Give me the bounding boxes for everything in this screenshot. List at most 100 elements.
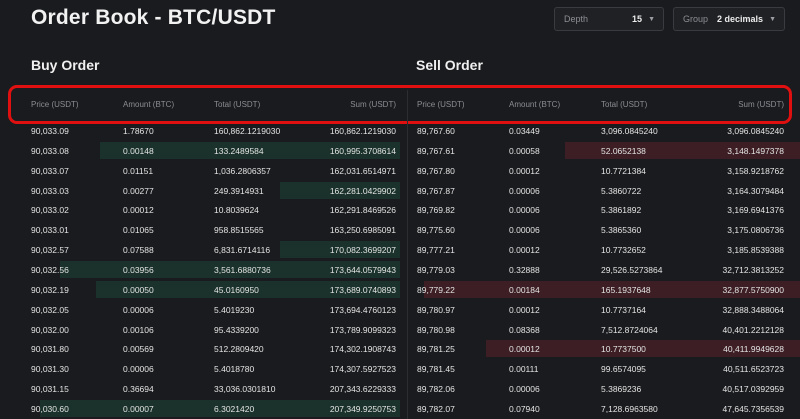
buy-total-cell: 1,036.2806357 bbox=[214, 165, 271, 176]
sell-sum-cell: 3,169.6941376 bbox=[727, 205, 784, 216]
sell-order-row[interactable]: 89,775.60 0.00006 5.3865360 3,175.0806736 bbox=[408, 220, 800, 239]
sell-total-cell: 7,128.6963580 bbox=[601, 403, 658, 414]
buy-amount-cell: 0.36694 bbox=[123, 384, 154, 395]
sell-order-row[interactable]: 89,782.07 0.07940 7,128.6963580 47,645.7356… bbox=[408, 399, 800, 418]
sell-order-table: 89,767.60 0.03449 3,096.0845240 3,096.08452… bbox=[408, 121, 800, 419]
buy-depth-bar bbox=[60, 260, 400, 278]
sell-amount-cell: 0.00012 bbox=[509, 245, 540, 256]
buy-order-row[interactable]: 90,030.60 0.00007 6.3021420 207,349.9250753 bbox=[0, 399, 400, 418]
sell-sum-cell: 3,096.0845240 bbox=[727, 126, 784, 136]
group-value: 2 decimals bbox=[717, 14, 764, 24]
sell-sum-cell: 40,411.9949628 bbox=[723, 344, 784, 355]
sell-order-row[interactable]: 89,782.06 0.00006 5.3869236 40,517.0392959 bbox=[408, 379, 800, 398]
chevron-down-icon: ▼ bbox=[769, 15, 776, 23]
sell-amount-header: Amount (BTC) bbox=[509, 100, 561, 109]
buy-order-row[interactable]: 90,033.03 0.00277 249.3914931 162,281.04299… bbox=[0, 181, 400, 200]
buy-order-row[interactable]: 90,033.09 1.78670 160,862.1219030 160,862.1… bbox=[0, 121, 400, 140]
buy-price-cell: 90,030.60 bbox=[31, 403, 69, 414]
sell-price-cell: 89,767.80 bbox=[417, 165, 455, 176]
buy-sum-cell: 162,031.6514971 bbox=[329, 165, 396, 176]
sell-sum-cell: 3,185.8539388 bbox=[727, 245, 784, 256]
sell-amount-cell: 0.00006 bbox=[509, 185, 540, 196]
sell-sum-cell: 32,888.3488064 bbox=[722, 304, 784, 315]
buy-order-row[interactable]: 90,031.30 0.00006 5.4018780 174,307.5927523 bbox=[0, 359, 400, 378]
sell-price-cell: 89,782.06 bbox=[417, 384, 455, 395]
sell-order-row[interactable]: 89,780.97 0.00012 10.7737164 32,888.3488064 bbox=[408, 300, 800, 319]
sell-order-row[interactable]: 89,777.21 0.00012 10.7732652 3,185.8539388 bbox=[408, 240, 800, 259]
buy-order-row[interactable]: 90,032.00 0.00106 95.4339200 173,789.909932… bbox=[0, 320, 400, 339]
buy-sum-cell: 170,082.3699207 bbox=[329, 245, 396, 256]
sell-order-row[interactable]: 89,781.25 0.00012 10.7737500 40,411.9949628 bbox=[408, 339, 800, 358]
buy-order-row[interactable]: 90,031.80 0.00569 512.2809420 174,302.19087… bbox=[0, 339, 400, 358]
buy-total-cell: 6.3021420 bbox=[214, 403, 255, 414]
buy-sum-cell: 162,281.0429902 bbox=[329, 185, 396, 196]
depth-value: 15 bbox=[632, 14, 643, 24]
buy-amount-cell: 0.00050 bbox=[123, 284, 154, 295]
sell-amount-cell: 0.00006 bbox=[509, 205, 540, 216]
sell-order-row[interactable]: 89,780.98 0.08368 7,512.8724064 40,401.2212… bbox=[408, 320, 800, 339]
buy-order-row[interactable]: 90,033.02 0.00012 10.8039624 162,291.846952… bbox=[0, 200, 400, 219]
buy-amount-cell: 0.00569 bbox=[123, 344, 154, 355]
sell-price-cell: 89,779.22 bbox=[417, 284, 455, 295]
buy-price-header: Price (USDT) bbox=[31, 100, 79, 109]
sell-total-cell: 5.3861892 bbox=[601, 205, 642, 216]
sell-sum-cell: 32,712.3813252 bbox=[722, 264, 784, 275]
buy-sum-cell: 173,789.9099323 bbox=[329, 324, 396, 335]
buy-order-row[interactable]: 90,032.05 0.00006 5.4019230 173,694.4760123 bbox=[0, 300, 400, 319]
sell-price-cell: 89,775.60 bbox=[417, 225, 455, 236]
sell-sum-cell: 40,511.6523723 bbox=[723, 364, 784, 375]
sell-amount-cell: 0.08368 bbox=[509, 324, 540, 335]
sell-total-cell: 10.7732652 bbox=[601, 245, 646, 256]
sell-order-row[interactable]: 89,779.22 0.00184 165.1937648 32,877.575090… bbox=[408, 280, 800, 299]
header-highlight-annotation bbox=[8, 85, 792, 124]
buy-order-table: 90,033.09 1.78670 160,862.1219030 160,862.1… bbox=[0, 121, 400, 419]
sell-sum-cell: 47,645.7356539 bbox=[722, 403, 784, 414]
sell-amount-cell: 0.00058 bbox=[509, 145, 540, 156]
sell-total-cell: 3,096.0845240 bbox=[601, 126, 658, 136]
buy-price-cell: 90,031.30 bbox=[31, 364, 69, 375]
sell-order-row[interactable]: 89,769.82 0.00006 5.3861892 3,169.6941376 bbox=[408, 200, 800, 219]
sell-order-row[interactable]: 89,781.45 0.00111 99.6574095 40,511.6523723 bbox=[408, 359, 800, 378]
buy-amount-cell: 0.00106 bbox=[123, 324, 154, 335]
buy-order-row[interactable]: 90,033.01 0.01065 958.8515565 163,250.69850… bbox=[0, 220, 400, 239]
sell-amount-cell: 0.32888 bbox=[509, 264, 540, 275]
buy-order-row[interactable]: 90,033.08 0.00148 133.2489584 160,995.37086… bbox=[0, 141, 400, 160]
buy-order-row[interactable]: 90,033.07 0.01151 1,036.2806357 162,031.651… bbox=[0, 161, 400, 180]
buy-total-cell: 3,561.6880736 bbox=[214, 264, 271, 275]
buy-amount-cell: 1.78670 bbox=[123, 126, 154, 136]
group-select[interactable]: Group 2 decimals ▼ bbox=[673, 7, 785, 31]
sell-order-row[interactable]: 89,767.87 0.00006 5.3860722 3,164.3079484 bbox=[408, 181, 800, 200]
buy-sum-cell: 160,862.1219030 bbox=[329, 126, 396, 136]
buy-order-row[interactable]: 90,031.15 0.36694 33,036.0301810 207,343.62… bbox=[0, 379, 400, 398]
buy-order-row[interactable]: 90,032.56 0.03956 3,561.6880736 173,644.057… bbox=[0, 260, 400, 279]
sell-total-cell: 165.1937648 bbox=[601, 284, 651, 295]
depth-label: Depth bbox=[564, 14, 589, 24]
sell-total-cell: 7,512.8724064 bbox=[601, 324, 658, 335]
sell-amount-cell: 0.00111 bbox=[509, 364, 539, 375]
buy-total-cell: 5.4019230 bbox=[214, 304, 255, 315]
sell-order-row[interactable]: 89,767.60 0.03449 3,096.0845240 3,096.08452… bbox=[408, 121, 800, 140]
buy-amount-cell: 0.00006 bbox=[123, 304, 154, 315]
chevron-down-icon: ▼ bbox=[648, 15, 655, 23]
sell-order-row[interactable]: 89,779.03 0.32888 29,526.5273864 32,712.381… bbox=[408, 260, 800, 279]
sell-amount-cell: 0.07940 bbox=[509, 403, 540, 414]
depth-select[interactable]: Depth 15 ▼ bbox=[554, 7, 664, 31]
buy-order-row[interactable]: 90,032.19 0.00050 45.0160950 173,689.074089… bbox=[0, 280, 400, 299]
sell-price-cell: 89,767.61 bbox=[417, 145, 455, 156]
buy-total-cell: 160,862.1219030 bbox=[214, 126, 281, 136]
buy-price-cell: 90,032.57 bbox=[31, 245, 69, 256]
buy-price-cell: 90,032.05 bbox=[31, 304, 69, 315]
page-title: Order Book - BTC/USDT bbox=[31, 6, 276, 29]
sell-order-row[interactable]: 89,767.80 0.00012 10.7721384 3,158.9218762 bbox=[408, 161, 800, 180]
buy-amount-header: Amount (BTC) bbox=[123, 100, 175, 109]
buy-price-cell: 90,033.02 bbox=[31, 205, 69, 216]
buy-sum-cell: 207,349.9250753 bbox=[329, 403, 396, 414]
sell-price-cell: 89,780.97 bbox=[417, 304, 455, 315]
buy-order-title: Buy Order bbox=[31, 57, 100, 73]
buy-order-row[interactable]: 90,032.57 0.07588 6,831.6714116 170,082.369… bbox=[0, 240, 400, 259]
buy-sum-cell: 207,343.6229333 bbox=[329, 384, 396, 395]
sell-amount-cell: 0.00184 bbox=[509, 284, 540, 295]
buy-total-cell: 249.3914931 bbox=[214, 185, 264, 196]
sell-order-row[interactable]: 89,767.61 0.00058 52.0652138 3,148.1497378 bbox=[408, 141, 800, 160]
sell-amount-cell: 0.00012 bbox=[509, 165, 540, 176]
